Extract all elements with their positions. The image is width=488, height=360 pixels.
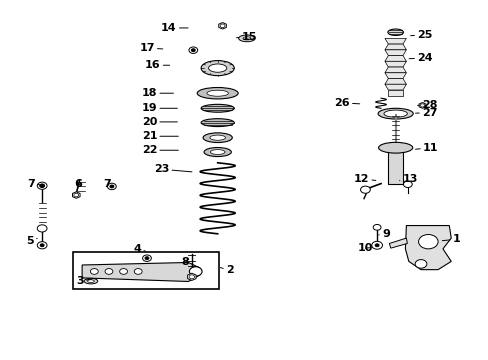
Ellipse shape	[243, 37, 250, 40]
Bar	[73, 252, 219, 289]
Circle shape	[37, 242, 47, 249]
Ellipse shape	[84, 278, 98, 284]
Text: 15: 15	[236, 32, 257, 41]
Circle shape	[414, 260, 426, 268]
Polygon shape	[384, 50, 406, 55]
Text: 17: 17	[139, 43, 163, 53]
Text: 7: 7	[27, 179, 41, 189]
Circle shape	[105, 269, 113, 274]
Polygon shape	[418, 103, 425, 108]
Polygon shape	[384, 61, 406, 67]
Text: 21: 21	[142, 131, 178, 141]
Polygon shape	[384, 44, 406, 50]
Circle shape	[134, 269, 142, 274]
Circle shape	[220, 24, 224, 28]
Text: 25: 25	[410, 30, 432, 40]
Circle shape	[360, 186, 369, 193]
Polygon shape	[384, 84, 406, 90]
Circle shape	[142, 255, 151, 261]
Circle shape	[90, 269, 98, 274]
Polygon shape	[388, 238, 407, 248]
Ellipse shape	[208, 64, 226, 72]
Text: 11: 11	[415, 143, 438, 153]
Text: 23: 23	[154, 164, 192, 174]
Text: 16: 16	[145, 60, 169, 70]
Polygon shape	[187, 273, 196, 280]
Circle shape	[37, 182, 47, 189]
Circle shape	[40, 184, 44, 188]
Text: 14: 14	[161, 23, 188, 33]
Polygon shape	[384, 73, 406, 78]
Text: 5: 5	[26, 236, 37, 246]
Ellipse shape	[206, 90, 228, 96]
Ellipse shape	[87, 280, 94, 283]
Text: 26: 26	[333, 98, 359, 108]
Text: 3: 3	[76, 276, 91, 286]
Ellipse shape	[203, 133, 232, 143]
Polygon shape	[82, 262, 199, 282]
Polygon shape	[384, 55, 406, 61]
Circle shape	[107, 183, 116, 190]
Ellipse shape	[238, 35, 255, 42]
Circle shape	[189, 275, 194, 279]
Circle shape	[403, 181, 411, 188]
Text: 19: 19	[142, 103, 177, 113]
Circle shape	[37, 225, 47, 232]
Text: 7: 7	[103, 179, 114, 189]
Circle shape	[420, 104, 424, 107]
Text: 8: 8	[181, 257, 188, 267]
Circle shape	[374, 244, 378, 247]
Text: 2: 2	[220, 265, 233, 275]
Text: 22: 22	[142, 145, 178, 155]
Circle shape	[145, 257, 149, 260]
Text: 18: 18	[142, 88, 173, 98]
Ellipse shape	[377, 108, 412, 119]
Text: 6: 6	[74, 179, 81, 189]
Circle shape	[74, 193, 79, 197]
Polygon shape	[384, 39, 406, 44]
Text: 4: 4	[133, 244, 145, 254]
Ellipse shape	[201, 60, 234, 76]
Circle shape	[372, 225, 380, 230]
Circle shape	[191, 49, 195, 51]
Text: 24: 24	[408, 53, 432, 63]
Text: 9: 9	[378, 229, 389, 239]
Bar	[387, 148, 403, 184]
Polygon shape	[72, 192, 80, 198]
Circle shape	[188, 47, 197, 53]
Circle shape	[40, 244, 44, 247]
Ellipse shape	[383, 110, 407, 117]
Ellipse shape	[387, 29, 403, 36]
Polygon shape	[384, 67, 406, 73]
Circle shape	[120, 269, 127, 274]
Polygon shape	[384, 78, 406, 84]
Circle shape	[110, 185, 114, 188]
Text: 12: 12	[353, 174, 375, 184]
Polygon shape	[405, 226, 450, 270]
Polygon shape	[387, 90, 402, 96]
Text: 27: 27	[415, 108, 437, 118]
Text: 13: 13	[399, 174, 417, 184]
Ellipse shape	[209, 135, 225, 140]
Ellipse shape	[201, 104, 234, 112]
Ellipse shape	[210, 150, 224, 154]
Text: 10: 10	[357, 243, 372, 253]
Ellipse shape	[197, 87, 238, 99]
Text: 20: 20	[142, 117, 177, 127]
Text: 1: 1	[442, 234, 460, 244]
Text: 28: 28	[417, 100, 437, 110]
Circle shape	[371, 241, 382, 249]
Polygon shape	[218, 23, 226, 29]
Ellipse shape	[378, 142, 412, 153]
Ellipse shape	[203, 148, 231, 157]
Circle shape	[418, 234, 437, 249]
Circle shape	[189, 267, 202, 276]
Ellipse shape	[201, 119, 234, 127]
